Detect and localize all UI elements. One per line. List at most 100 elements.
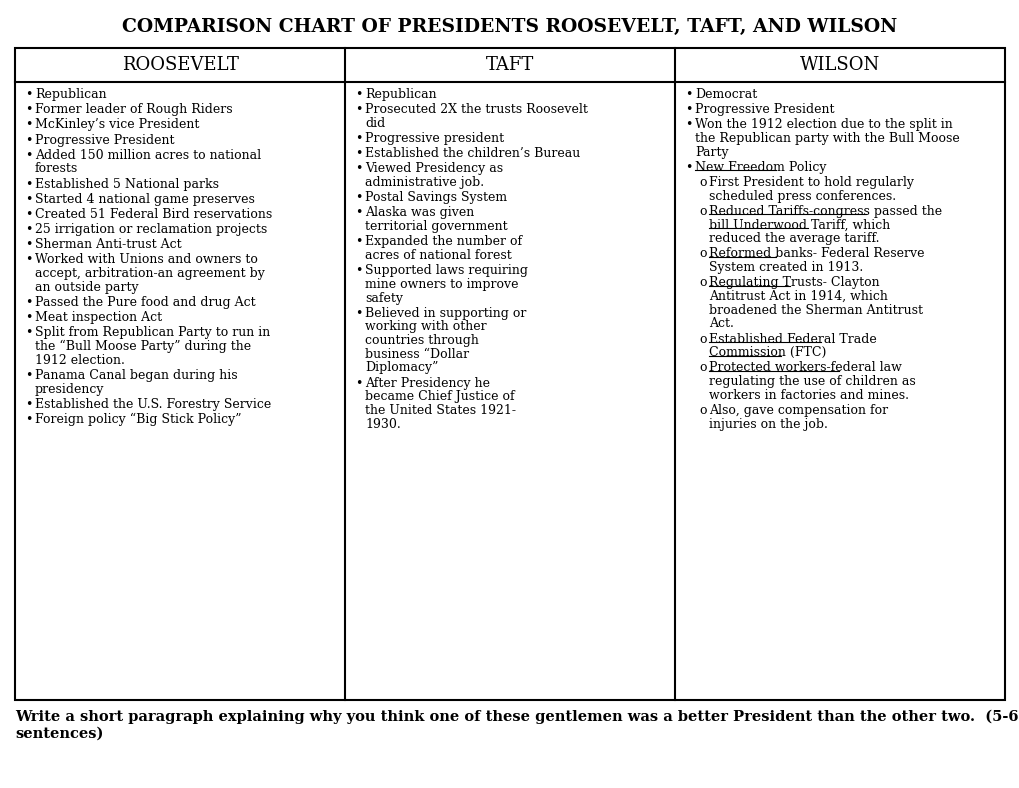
Text: Party: Party	[694, 146, 728, 158]
Text: System created in 1913.: System created in 1913.	[708, 261, 862, 274]
Text: Believed in supporting or: Believed in supporting or	[365, 307, 526, 320]
Text: Protected workers-federal law: Protected workers-federal law	[708, 362, 901, 374]
Text: Republican: Republican	[365, 88, 436, 101]
Text: ROOSEVELT: ROOSEVELT	[121, 56, 238, 74]
Text: •: •	[685, 161, 692, 174]
Text: regulating the use of children as: regulating the use of children as	[708, 375, 915, 388]
Text: •: •	[25, 88, 33, 101]
Bar	[15, 48, 1004, 700]
Text: •: •	[355, 377, 362, 389]
Text: Established the U.S. Forestry Service: Established the U.S. Forestry Service	[35, 398, 271, 411]
Text: McKinley’s vice President: McKinley’s vice President	[35, 118, 199, 132]
Text: o: o	[698, 247, 706, 261]
Text: •: •	[355, 147, 362, 160]
Text: Reformed banks- Federal Reserve: Reformed banks- Federal Reserve	[708, 247, 923, 261]
Text: After Presidency he: After Presidency he	[365, 377, 489, 389]
Text: WILSON: WILSON	[799, 56, 879, 74]
Text: broadened the Sherman Antitrust: broadened the Sherman Antitrust	[708, 303, 922, 317]
Text: injuries on the job.: injuries on the job.	[708, 418, 827, 430]
Text: Antitrust Act in 1914, which: Antitrust Act in 1914, which	[708, 290, 887, 303]
Text: accept, arbitration-an agreement by: accept, arbitration-an agreement by	[35, 267, 265, 281]
Text: •: •	[355, 191, 362, 204]
Text: •: •	[25, 369, 33, 382]
Text: First President to hold regularly: First President to hold regularly	[708, 176, 913, 189]
Text: Started 4 national game preserves: Started 4 national game preserves	[35, 193, 255, 206]
Text: •: •	[25, 238, 33, 251]
Text: Added 150 million acres to national: Added 150 million acres to national	[35, 149, 261, 162]
Text: did: did	[365, 117, 385, 130]
Text: •: •	[355, 307, 362, 320]
Text: Sherman Anti-trust Act: Sherman Anti-trust Act	[35, 238, 181, 251]
Text: 1912 election.: 1912 election.	[35, 354, 124, 366]
Text: Panama Canal began during his: Panama Canal began during his	[35, 369, 237, 382]
Text: countries through: countries through	[365, 334, 478, 347]
Text: •: •	[25, 223, 33, 236]
Text: Democrat: Democrat	[694, 88, 756, 101]
Text: TAFT: TAFT	[485, 56, 534, 74]
Text: New Freedom Policy: New Freedom Policy	[694, 161, 825, 174]
Text: •: •	[355, 236, 362, 248]
Text: safety: safety	[365, 292, 403, 304]
Text: Prosecuted 2X the trusts Roosevelt: Prosecuted 2X the trusts Roosevelt	[365, 103, 587, 116]
Text: •: •	[685, 118, 692, 132]
Text: Established 5 National parks: Established 5 National parks	[35, 177, 219, 191]
Text: Former leader of Rough Riders: Former leader of Rough Riders	[35, 103, 232, 116]
Text: bill Underwood Tariff, which: bill Underwood Tariff, which	[708, 218, 890, 232]
Text: •: •	[25, 103, 33, 116]
Text: •: •	[25, 177, 33, 191]
Text: workers in factories and mines.: workers in factories and mines.	[708, 388, 908, 402]
Text: 1930.: 1930.	[365, 418, 400, 430]
Text: Act.: Act.	[708, 318, 733, 330]
Text: the Republican party with the Bull Moose: the Republican party with the Bull Moose	[694, 132, 959, 145]
Text: Diplomacy”: Diplomacy”	[365, 362, 438, 374]
Text: an outside party: an outside party	[35, 281, 139, 294]
Text: acres of national forest: acres of national forest	[365, 249, 512, 262]
Text: •: •	[25, 149, 33, 162]
Text: •: •	[25, 413, 33, 426]
Text: Split from Republican Party to run in: Split from Republican Party to run in	[35, 326, 270, 340]
Text: mine owners to improve: mine owners to improve	[365, 278, 518, 291]
Text: o: o	[698, 404, 706, 417]
Text: territorial government: territorial government	[365, 220, 507, 233]
Text: Commission (FTC): Commission (FTC)	[708, 346, 825, 359]
Text: •: •	[355, 103, 362, 116]
Text: Meat inspection Act: Meat inspection Act	[35, 311, 162, 324]
Text: •: •	[25, 326, 33, 340]
Text: Established Federal Trade: Established Federal Trade	[708, 333, 876, 346]
Text: Passed the Pure food and drug Act: Passed the Pure food and drug Act	[35, 296, 256, 309]
Text: Viewed Presidency as: Viewed Presidency as	[365, 162, 502, 176]
Text: Created 51 Federal Bird reservations: Created 51 Federal Bird reservations	[35, 208, 272, 221]
Text: Regulating Trusts- Clayton: Regulating Trusts- Clayton	[708, 277, 878, 289]
Text: •: •	[25, 133, 33, 147]
Text: Alaska was given: Alaska was given	[365, 206, 474, 219]
Text: Postal Savings System: Postal Savings System	[365, 191, 506, 204]
Text: o: o	[698, 176, 706, 189]
Text: Also, gave compensation for: Also, gave compensation for	[708, 404, 888, 417]
Text: Expanded the number of: Expanded the number of	[365, 236, 522, 248]
Text: COMPARISON CHART OF PRESIDENTS ROOSEVELT, TAFT, AND WILSON: COMPARISON CHART OF PRESIDENTS ROOSEVELT…	[122, 18, 897, 36]
Text: •: •	[25, 118, 33, 132]
Text: •: •	[685, 88, 692, 101]
Text: •: •	[25, 311, 33, 324]
Text: •: •	[25, 208, 33, 221]
Text: •: •	[355, 88, 362, 101]
Text: became Chief Justice of: became Chief Justice of	[365, 390, 515, 403]
Text: •: •	[685, 103, 692, 116]
Text: the United States 1921-: the United States 1921-	[365, 404, 516, 417]
Text: Progressive President: Progressive President	[35, 133, 174, 147]
Text: Foreign policy “Big Stick Policy”: Foreign policy “Big Stick Policy”	[35, 413, 242, 426]
Text: reduced the average tariff.: reduced the average tariff.	[708, 232, 878, 245]
Text: Reduced Tariffs-congress passed the: Reduced Tariffs-congress passed the	[708, 205, 942, 218]
Text: Republican: Republican	[35, 88, 107, 101]
Text: •: •	[25, 254, 33, 266]
Text: Worked with Unions and owners to: Worked with Unions and owners to	[35, 254, 258, 266]
Text: scheduled press conferences.: scheduled press conferences.	[708, 190, 896, 203]
Text: Progressive president: Progressive president	[365, 132, 503, 145]
Text: •: •	[355, 264, 362, 277]
Text: Write a short paragraph explaining why you think one of these gentlemen was a be: Write a short paragraph explaining why y…	[15, 710, 1018, 741]
Text: Progressive President: Progressive President	[694, 103, 834, 116]
Text: •: •	[25, 296, 33, 309]
Text: presidency: presidency	[35, 383, 104, 396]
Text: 25 irrigation or reclamation projects: 25 irrigation or reclamation projects	[35, 223, 267, 236]
Text: •: •	[355, 206, 362, 219]
